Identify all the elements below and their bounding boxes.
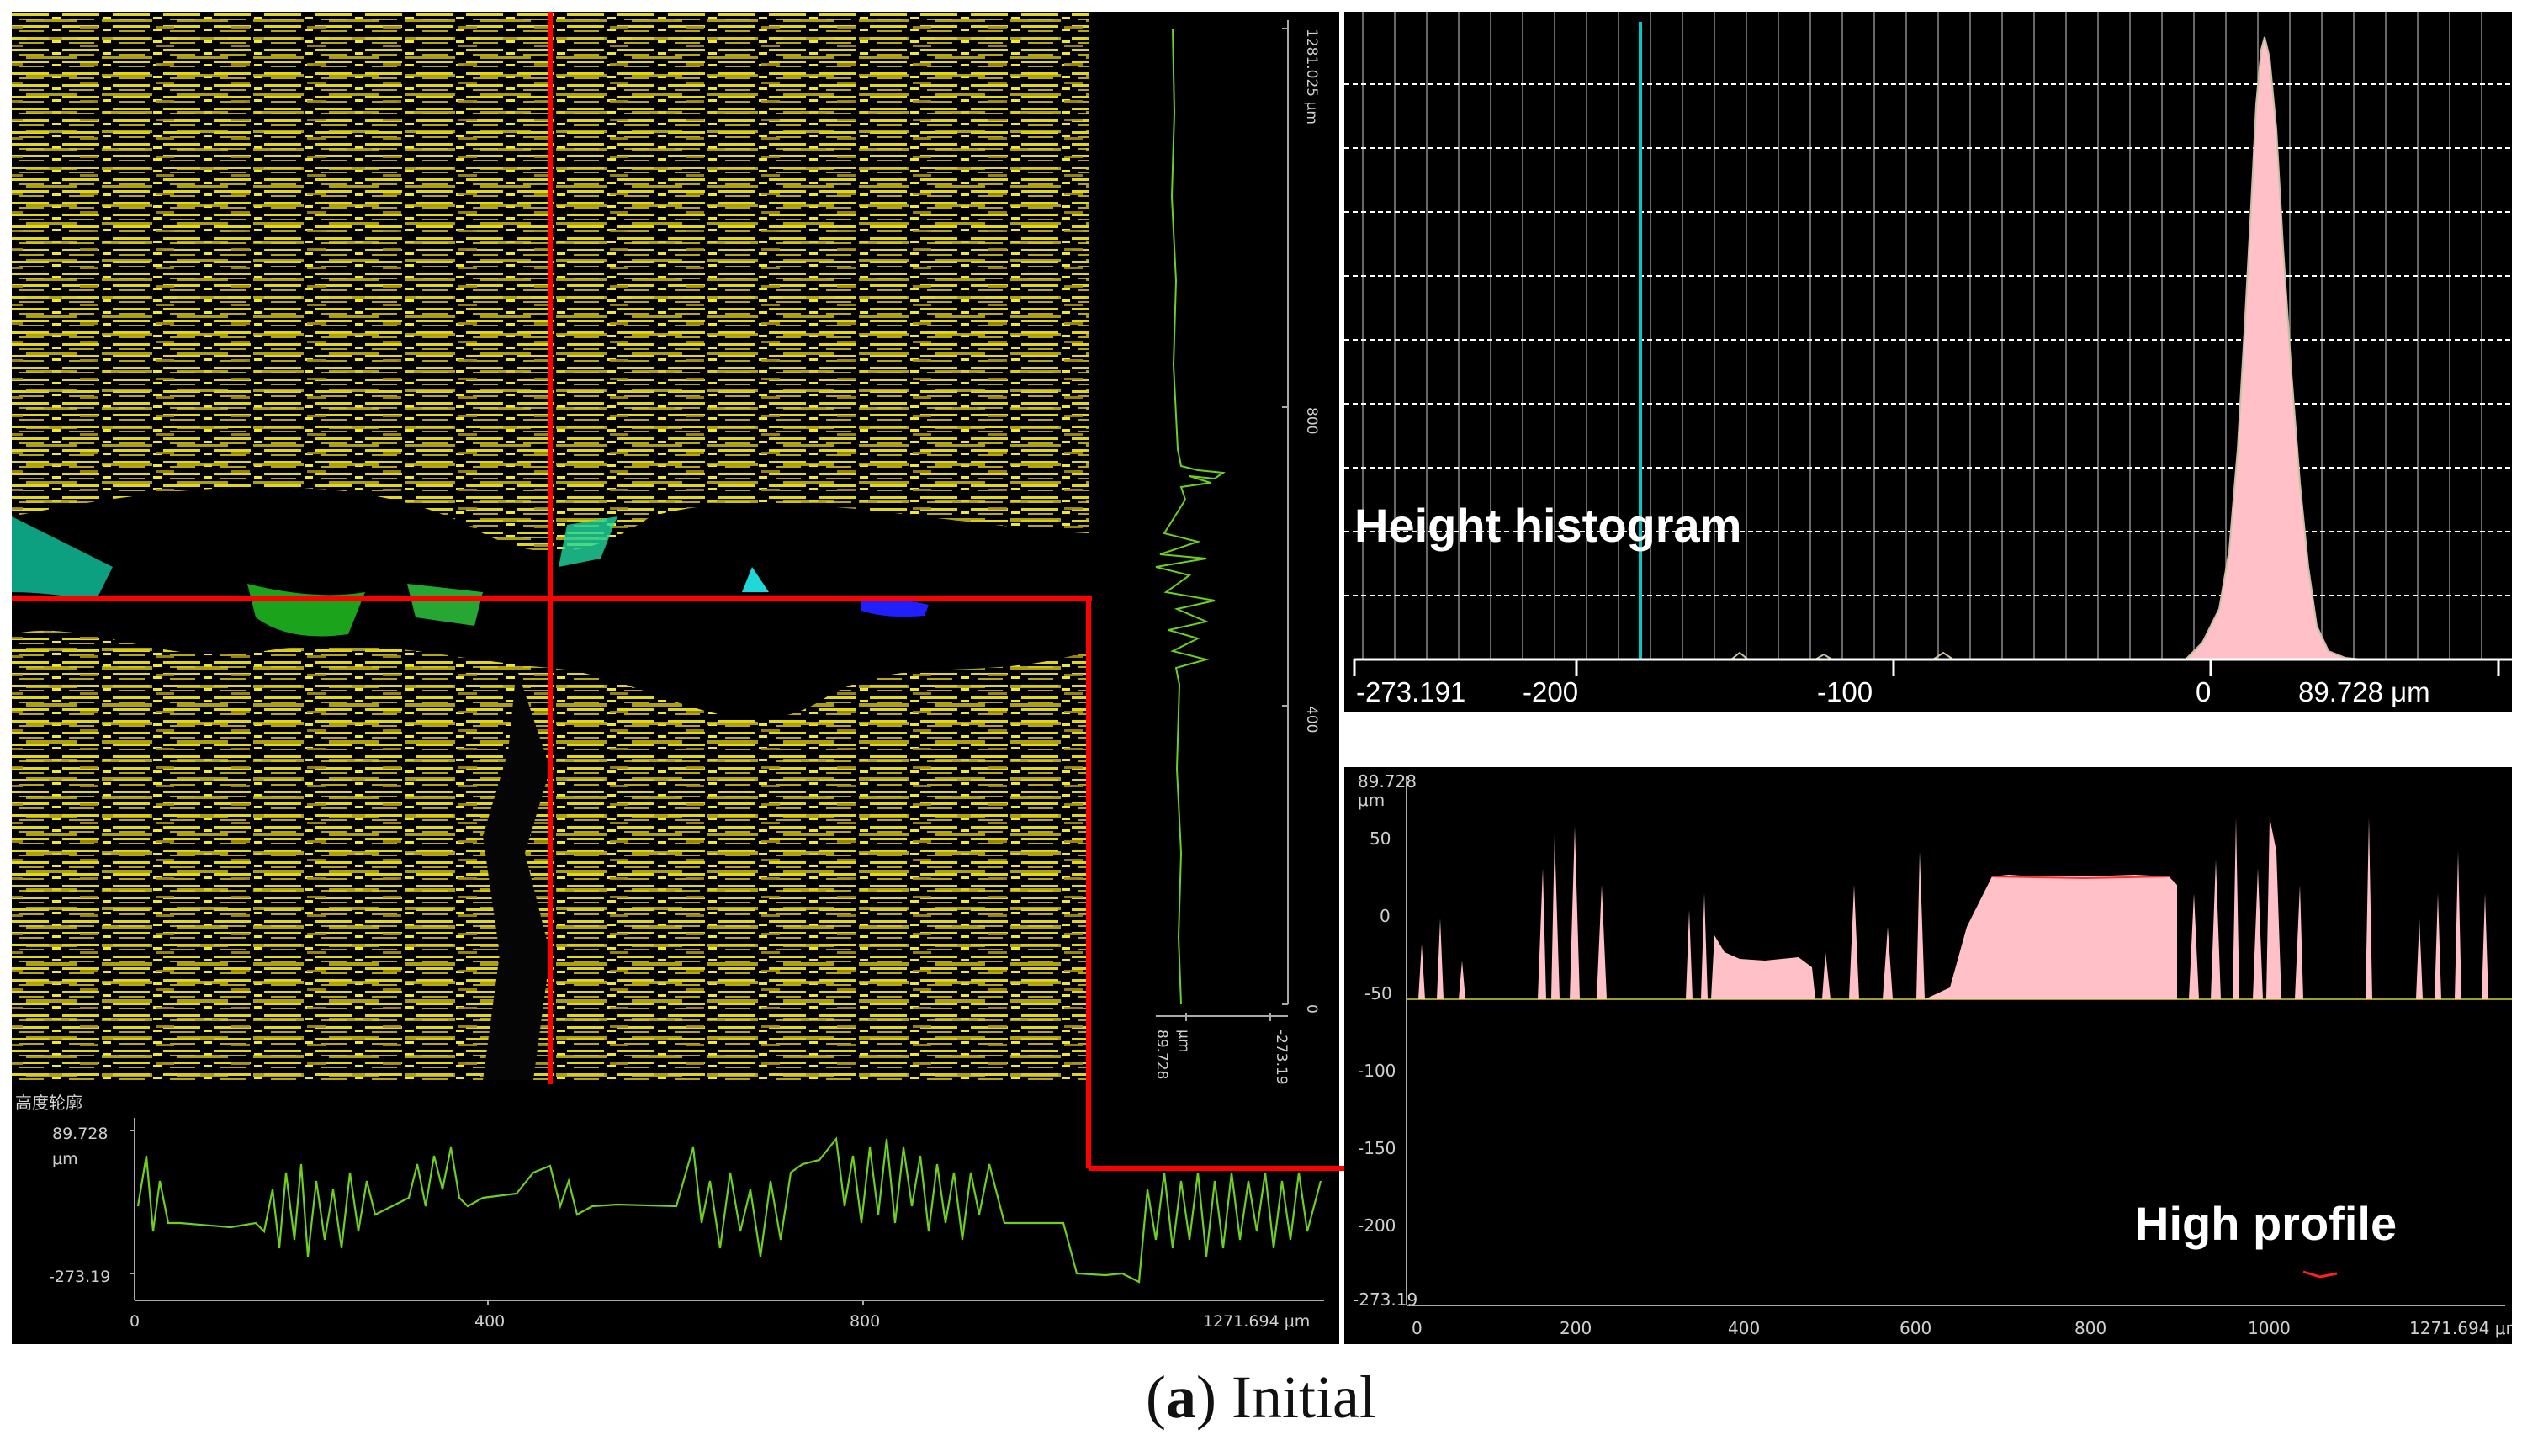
svg-text:-273.19: -273.19 [1273, 1030, 1290, 1085]
profile-ytick-n100: -100 [1358, 1061, 1396, 1081]
profile-xtick-200: 200 [1560, 1318, 1592, 1338]
figure-caption: (a) Initial [1146, 1363, 1376, 1431]
h-profile-xtick-max: 1271.694 μm [1203, 1312, 1310, 1331]
vertical-profile-plot: 1281.025 μm 800 400 0 89.728 μm -273.19 [1153, 20, 1320, 1085]
caption-text: Initial [1216, 1363, 1376, 1431]
profile-ytick-n200: -200 [1358, 1215, 1396, 1236]
hist-xtick-200: -200 [1523, 676, 1578, 707]
surface-view-panel: 1281.025 μm 800 400 0 89.728 μm -273.19 [12, 12, 1339, 1344]
horizontal-profile-plot: 高度轮廓 89.728 μm -273.19 0 400 800 1271.69… [12, 1084, 1339, 1344]
profile-xtick-1000: 1000 [2248, 1318, 2291, 1338]
surface-view-svg: 1281.025 μm 800 400 0 89.728 μm -273.19 [12, 12, 1339, 1344]
vertical-profile-tick-4: 0 [1303, 1004, 1320, 1014]
hist-xtick-min: -273.191 [1356, 676, 1465, 707]
profile-ytick-0: 0 [1380, 906, 1391, 926]
caption-letter: a [1166, 1363, 1197, 1431]
profile-fill [1418, 818, 2488, 999]
svg-text:89.728: 89.728 [1153, 1030, 1170, 1079]
profile-box-title: 高度轮廓 [15, 1093, 82, 1113]
vertical-profile-tick-2: 800 [1303, 407, 1320, 434]
svg-text:800: 800 [1303, 407, 1320, 434]
h-profile-ytick-min: -273.19 [49, 1268, 110, 1286]
histogram-peak [2183, 36, 2363, 660]
profile-xtick-400: 400 [1728, 1318, 1760, 1338]
profile-ytick-max: 89.728 [1358, 771, 1417, 792]
histogram-label: Height histogram [1354, 499, 1741, 552]
svg-text:1281.025 μm: 1281.025 μm [1303, 29, 1320, 124]
vertical-profile-tick-3: 400 [1303, 706, 1320, 733]
height-histogram-panel: -273.191 -200 -100 0 89.728 μm Height hi… [1344, 12, 2512, 712]
svg-text:400: 400 [1303, 706, 1320, 733]
profile-ytick-unit: μm [1358, 790, 1385, 810]
hist-xtick-0: 0 [2196, 676, 2211, 707]
profile-xtick-0: 0 [1412, 1318, 1423, 1338]
h-profile-xtick-800: 800 [850, 1312, 880, 1331]
profile-xtick-max: 1271.694 μm [2409, 1318, 2512, 1338]
high-profile-panel: 89.728 μm 50 0 -50 -100 -150 -200 -273.1… [1344, 767, 2512, 1344]
profile-ytick-min: -273.19 [1353, 1289, 1417, 1310]
h-profile-xtick-400: 400 [474, 1312, 505, 1331]
histogram-hgrid [1344, 83, 2512, 596]
profile-ytick-n50: -50 [1364, 983, 1392, 1003]
profile-xtick-600: 600 [1899, 1318, 1931, 1338]
svg-text:μm: μm [1175, 1030, 1192, 1052]
vertical-profile-range-min: -273.19 [1273, 1030, 1290, 1085]
h-profile-ytick-unit: μm [52, 1150, 78, 1168]
h-profile-ytick-max: 89.728 [52, 1125, 108, 1143]
histogram-grid [1362, 12, 2482, 659]
vertical-profile-tick-1: 1281.025 μm [1303, 29, 1320, 124]
profile-xtick-800: 800 [2074, 1318, 2106, 1338]
profile-svg: 89.728 μm 50 0 -50 -100 -150 -200 -273.1… [1353, 771, 2512, 1338]
histogram-svg: -273.191 -200 -100 0 89.728 μm Height hi… [1344, 12, 2512, 707]
h-profile-xtick-0: 0 [130, 1312, 140, 1331]
vertical-profile-range-max: 89.728 [1153, 1030, 1170, 1079]
hist-xtick-max: 89.728 μm [2298, 676, 2430, 707]
hist-xtick-100: -100 [1817, 676, 1873, 707]
profile-label: High profile [2135, 1197, 2397, 1250]
profile-ytick-50: 50 [1370, 829, 1391, 849]
svg-text:0: 0 [1303, 1004, 1320, 1014]
profile-ytick-n150: -150 [1358, 1138, 1396, 1158]
vertical-profile-range-unit: μm [1175, 1030, 1192, 1052]
